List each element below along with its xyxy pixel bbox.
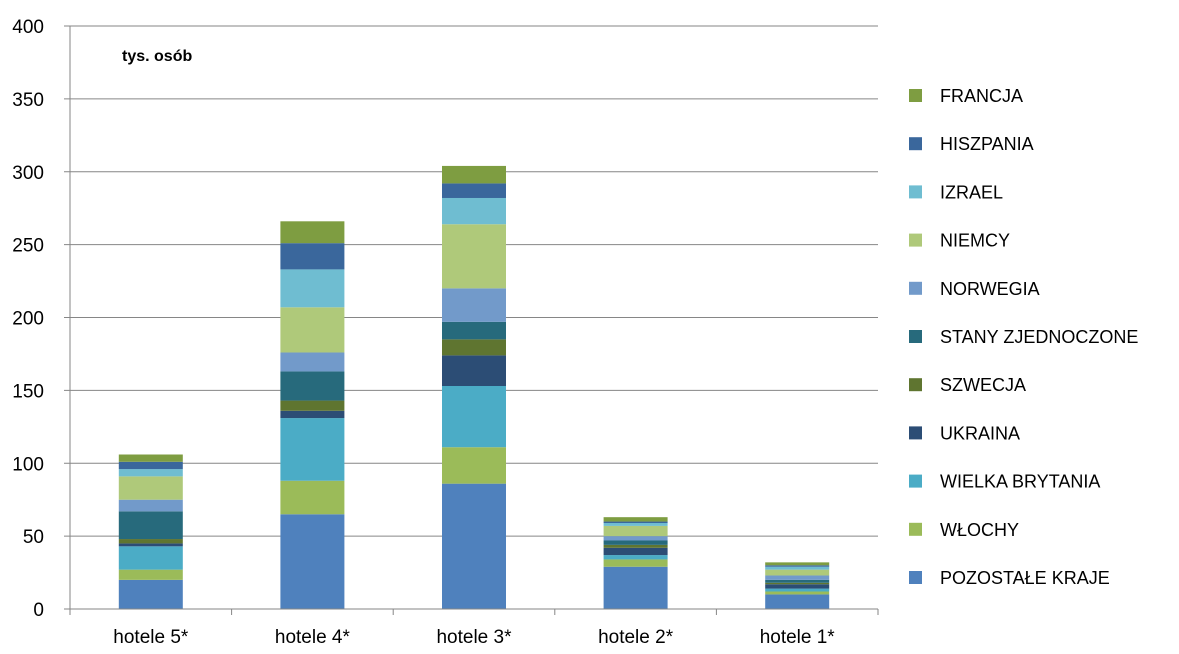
bar-segment [118, 469, 183, 477]
bar-segment [280, 243, 345, 270]
x-tick-label: hotele 4* [275, 627, 351, 648]
bar-segment [603, 521, 668, 524]
x-tick-label: hotele 1* [760, 627, 836, 648]
y-tick-label: 300 [12, 163, 44, 184]
bar-segment [280, 480, 345, 515]
y-tick-labels: 0 50 100 150 200 250 300 350 400 [12, 17, 44, 621]
legend-label: NORWEGIA [940, 279, 1040, 299]
bar-segment [765, 588, 830, 592]
bar-segment [442, 288, 506, 322]
bar-segment [118, 546, 183, 570]
bar-segment [280, 400, 345, 411]
bar-segment [765, 584, 830, 589]
bar-segment [118, 454, 183, 462]
bar-segment [442, 339, 506, 356]
legend-swatch [909, 571, 922, 584]
bar-segment [765, 575, 830, 580]
bar-segment [118, 476, 183, 500]
bar-segment [603, 555, 668, 560]
legend-label: WIELKA BRYTANIA [940, 472, 1100, 492]
bar-segment [280, 514, 345, 609]
bar-segment [118, 539, 183, 544]
legend-swatch [909, 185, 922, 199]
y-tick-label: 400 [12, 17, 44, 38]
y-tick-label: 200 [12, 309, 44, 330]
legend-label: HISZPANIA [940, 134, 1034, 154]
legend-label: SZWECJA [940, 375, 1026, 395]
x-tick-label: hotele 3* [436, 627, 512, 648]
bar-segment [442, 224, 506, 289]
bar-segment [118, 579, 183, 609]
bar-segment [765, 562, 830, 566]
bar-segment [442, 197, 506, 225]
x-tick-label: hotele 2* [598, 627, 674, 648]
bar-segment [765, 591, 830, 595]
bar-segment [603, 523, 668, 526]
bar-segment [280, 418, 345, 481]
bar-segment [280, 410, 345, 419]
legend-swatch [909, 474, 922, 488]
y-tick-label: 100 [12, 454, 44, 475]
legend-swatch [909, 522, 922, 536]
bar-segment [603, 536, 668, 541]
bar-segment [603, 540, 668, 545]
bar-segment [118, 511, 183, 540]
bar-segment [280, 307, 345, 353]
bar-segment [118, 461, 183, 470]
bar-segment [442, 447, 506, 484]
y-tick-label: 50 [23, 527, 44, 548]
bar-segment [442, 483, 506, 609]
legend-swatch [909, 330, 922, 343]
legend-label: WŁOCHY [940, 520, 1019, 540]
bar-segment [765, 566, 830, 570]
bar-segment [280, 371, 345, 401]
bar-segment [442, 321, 506, 340]
legend-label: NIEMCY [940, 231, 1010, 251]
legend-label: POZOSTAŁE KRAJE [940, 568, 1110, 588]
bar-segment [603, 559, 668, 567]
bar-segment [442, 386, 506, 448]
legend-swatch [909, 281, 922, 295]
bar-segment [603, 547, 668, 556]
legend-swatch [909, 137, 922, 151]
bar-segment [118, 569, 183, 580]
unit-label: tys. osób [122, 48, 192, 65]
bar-segment [603, 517, 668, 522]
bar-segment [442, 165, 506, 184]
bars [118, 165, 830, 609]
bar-segment [603, 544, 668, 548]
y-tick-label: 250 [12, 236, 44, 257]
x-tick-label: hotele 5* [113, 627, 189, 648]
y-tick-label: 350 [12, 90, 44, 111]
bar-segment [765, 579, 830, 583]
legend: FRANCJA HISZPANIA IZRAEL NIEMCY NORWEGIA STAN… [909, 86, 1138, 588]
x-tick-labels: hotele 5* hotele 4* hotele 3* hotele 2* hote… [113, 627, 835, 648]
bar-segment [280, 269, 345, 308]
bar-segment [765, 594, 830, 609]
bar-segment [280, 352, 345, 372]
bar-segment [280, 221, 345, 244]
y-tick-label: 150 [12, 381, 44, 402]
bar-segment [442, 355, 506, 387]
bar-segment [118, 499, 183, 512]
legend-label: STANY ZJEDNOCZONE [940, 327, 1138, 347]
legend-label: UKRAINA [940, 423, 1020, 443]
legend-label: FRANCJA [940, 86, 1023, 106]
legend-label: IZRAEL [940, 182, 1003, 202]
bar-segment [765, 569, 830, 576]
legend-swatch [909, 89, 922, 102]
bar-segment [442, 183, 506, 198]
legend-swatch [909, 233, 922, 247]
bar-segment [603, 566, 668, 609]
bar-segment [765, 565, 830, 567]
bar-segment [118, 543, 183, 547]
axes [69, 26, 879, 615]
legend-swatch [909, 426, 922, 440]
bar-segment [603, 525, 668, 537]
legend-swatch [909, 378, 922, 392]
y-tick-label: 0 [33, 600, 44, 621]
bar-segment [765, 582, 830, 585]
